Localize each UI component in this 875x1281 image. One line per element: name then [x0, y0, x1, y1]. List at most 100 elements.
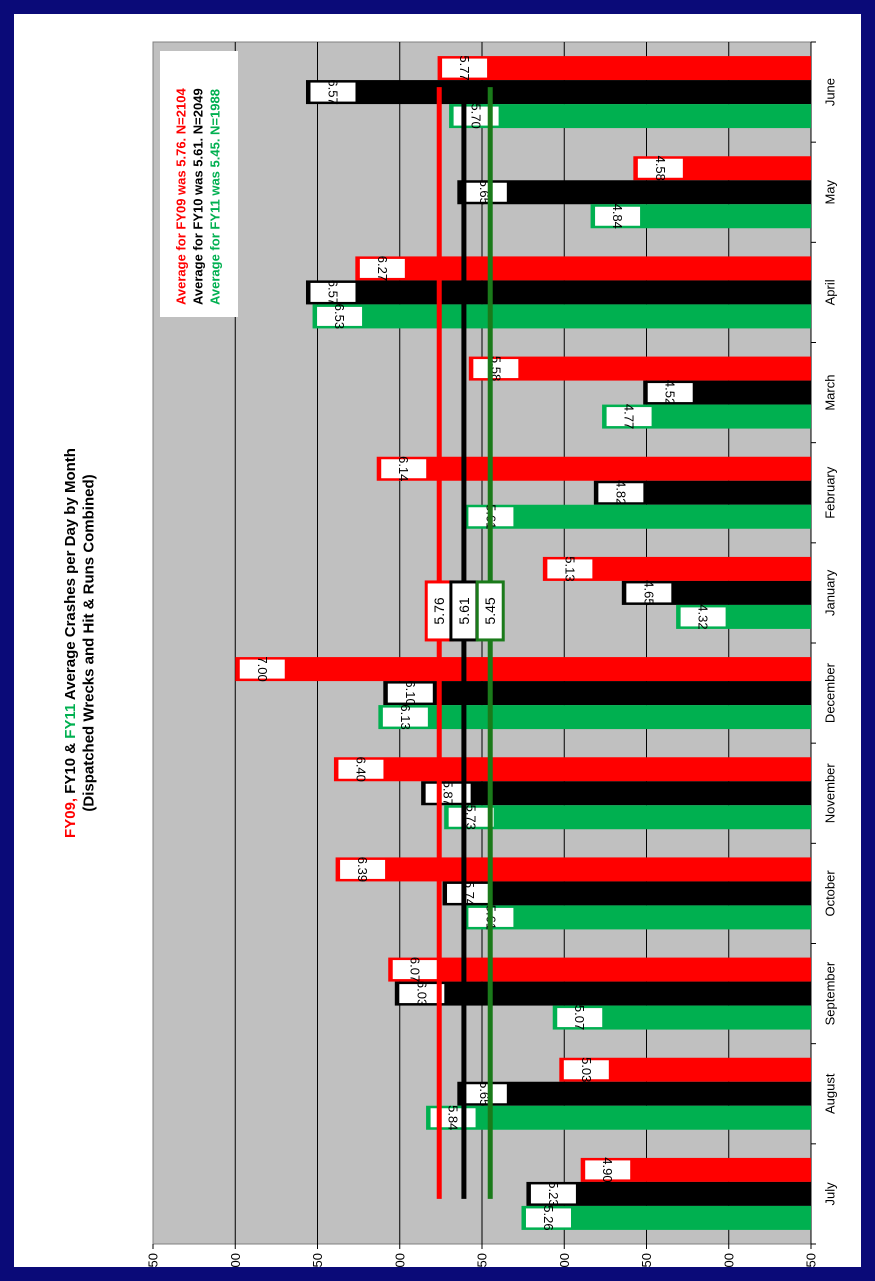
- bar-fy11: [378, 705, 811, 730]
- data-label: 4.90: [600, 1157, 615, 1182]
- average-value-label: 5.76: [431, 597, 447, 624]
- data-label-box: [238, 658, 286, 680]
- data-label-box: [309, 281, 357, 303]
- data-label: 5.87: [441, 781, 456, 806]
- chart-area: 3.50 4.00 4.50 5.00 5.50 6.00 6.50 7.00 7.50 July…: [14, 14, 861, 1267]
- data-label-box: [447, 806, 495, 828]
- value-tick-label: 4.00: [721, 1253, 736, 1267]
- data-label-box: [679, 606, 727, 628]
- data-label-box: [337, 758, 385, 780]
- data-label: 6.40: [353, 757, 368, 782]
- data-label-box: [424, 782, 472, 804]
- data-label-box: [358, 257, 406, 279]
- data-label-box: [646, 382, 694, 404]
- bar-fy10: [383, 681, 811, 706]
- data-label: 5.77: [457, 55, 472, 80]
- bar-fy10: [394, 981, 811, 1006]
- value-tick-label: 5.00: [557, 1253, 572, 1267]
- data-label-box: [546, 558, 594, 580]
- data-label: 5.23: [546, 1181, 561, 1206]
- data-label: 5.84: [446, 1105, 461, 1130]
- value-tick-label: 7.00: [228, 1253, 243, 1267]
- data-label-box: [529, 1183, 577, 1205]
- data-label: 4.77: [622, 404, 637, 429]
- data-label-box: [556, 1007, 604, 1029]
- bar-fy10: [457, 1081, 811, 1106]
- data-label-box: [441, 57, 489, 79]
- value-tick-label: 7.50: [146, 1253, 161, 1267]
- chart-title: FY09, FY10 & FY11 Average Crashes per Da…: [62, 448, 79, 838]
- value-tick-label: 3.50: [804, 1253, 819, 1267]
- category-label: May: [823, 179, 838, 204]
- bar-fy10: [305, 80, 811, 105]
- bar-fy10: [421, 781, 811, 806]
- chart-title-fy09: FY09,: [62, 798, 79, 838]
- average-value-label: 5.61: [456, 597, 472, 624]
- data-label: 4.82: [613, 480, 628, 505]
- category-label: February: [823, 466, 838, 519]
- bar-fy09: [335, 857, 811, 882]
- bar-fy09: [235, 657, 811, 682]
- data-label: 6.03: [414, 981, 429, 1006]
- data-label: 4.65: [641, 580, 656, 605]
- legend-box: [160, 51, 238, 317]
- data-label: 6.53: [332, 304, 347, 329]
- data-label: 5.26: [541, 1205, 556, 1230]
- data-label: 5.03: [579, 1057, 594, 1082]
- data-label-box: [605, 406, 653, 428]
- bar-fy09: [468, 356, 811, 381]
- chart-title-fy10: FY10 &: [62, 739, 79, 798]
- category-label: August: [823, 1073, 838, 1114]
- data-label-box: [472, 358, 520, 380]
- data-label: 5.70: [469, 103, 484, 128]
- data-label: 7.00: [255, 656, 270, 681]
- average-value-box: [424, 580, 454, 642]
- chart-svg: 3.50 4.00 4.50 5.00 5.50 6.00 6.50 7.00 7.50 July…: [62, 41, 838, 1267]
- bar-fy10: [442, 881, 811, 906]
- data-label: 5.73: [464, 805, 479, 830]
- average-value-box: [475, 580, 505, 642]
- bar-fy09: [333, 757, 811, 782]
- bar-fy09: [355, 256, 811, 281]
- category-label: September: [823, 961, 838, 1025]
- data-label: 6.39: [355, 857, 370, 882]
- data-label-box: [386, 682, 434, 704]
- category-label: April: [823, 279, 838, 305]
- data-label: 6.57: [325, 79, 340, 104]
- data-label: 4.84: [610, 204, 625, 229]
- bar-fy11: [449, 104, 811, 129]
- bar-fy09: [437, 56, 811, 81]
- legend-entry-fy11: Average for FY11 was 5.45. N=1988: [208, 89, 223, 305]
- value-tick-label: 5.50: [475, 1253, 490, 1267]
- data-label-box: [625, 582, 673, 604]
- bar-fy11: [312, 304, 811, 329]
- legend-entry-fy10: Average for FY10 was 5.61. N=2049: [191, 88, 206, 305]
- chart-title-rest: Average Crashes per Day by Month: [62, 448, 79, 704]
- category-label: October: [823, 870, 838, 917]
- value-tick-label: 6.00: [392, 1253, 407, 1267]
- bar-fy10: [457, 180, 811, 205]
- data-label: 4.58: [653, 156, 668, 181]
- data-label: 5.13: [562, 556, 577, 581]
- bar-fy11: [463, 504, 811, 529]
- category-label: July: [823, 1182, 838, 1206]
- data-label: 4.32: [696, 604, 711, 629]
- bar-fy10: [305, 280, 811, 305]
- data-label-box: [316, 305, 364, 327]
- category-label: June: [823, 78, 838, 106]
- bar-fy09: [376, 456, 811, 481]
- data-label-box: [380, 458, 428, 480]
- category-label: March: [823, 375, 838, 411]
- bar-fy11: [444, 805, 811, 830]
- data-label-box: [381, 706, 429, 728]
- data-label: 6.27: [375, 256, 390, 281]
- data-label-box: [562, 1059, 610, 1081]
- value-tick-label: 4.50: [639, 1253, 654, 1267]
- data-label-box: [309, 81, 357, 103]
- bar-fy09: [388, 957, 811, 982]
- category-label: January: [823, 569, 838, 616]
- data-label: 6.13: [398, 704, 413, 729]
- bar-fy11: [426, 1105, 811, 1130]
- data-label: 4.52: [663, 380, 678, 405]
- value-tick-label: 6.50: [310, 1253, 325, 1267]
